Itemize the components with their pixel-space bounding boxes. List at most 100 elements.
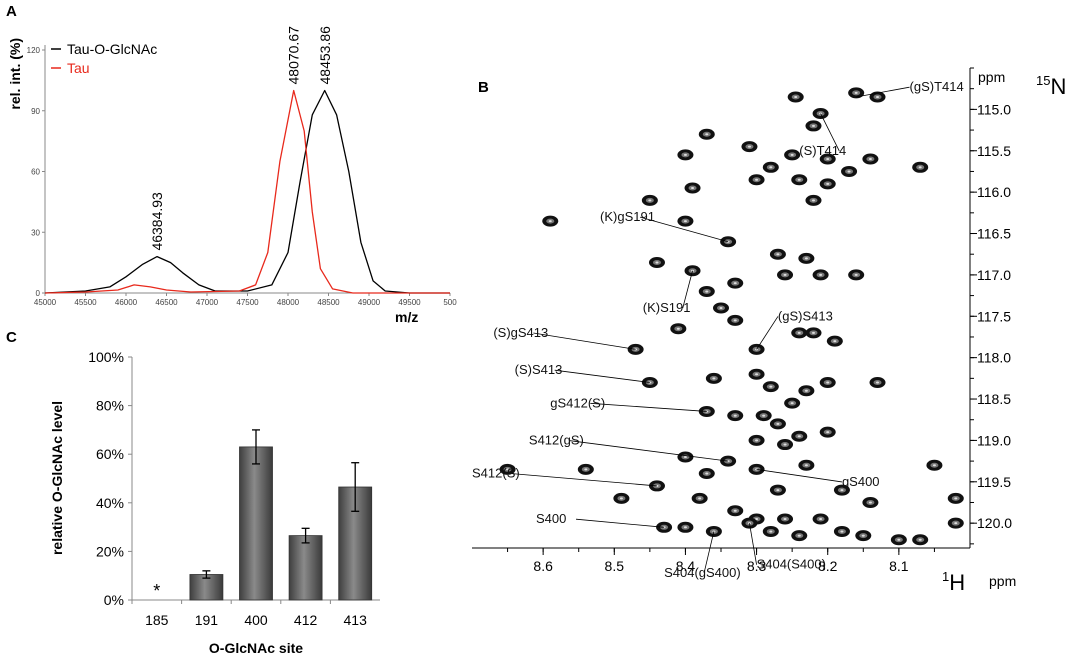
panel-c-bar-chart: C 0% 20% 40% 60% 80% 100% 185 191 400 412 413 relat… <box>6 329 380 656</box>
panel-a-legend-label: Tau-O-GlcNAc <box>67 41 157 57</box>
panel-c-y-tick-label: 60% <box>96 446 124 462</box>
panel-b-annotation-label: (K)gS191 <box>600 209 655 224</box>
panel-b-peak-center <box>833 340 837 343</box>
panel-b-xlabel: 1H <box>942 569 965 595</box>
panel-a-peak-label: 46384.93 <box>149 192 165 251</box>
panel-b-peak-center <box>794 95 798 98</box>
panel-b-peak-center <box>804 257 808 260</box>
panel-c-x-tick-label: 191 <box>195 612 219 628</box>
panel-b-annotations: (gS)T414 (S)T414 (K)gS191 (K)S191 (gS)S413 (S… <box>472 79 964 580</box>
panel-b-annotation-leader <box>856 86 910 98</box>
panel-b-annotation-label: (gS)S413 <box>778 308 833 323</box>
panel-b-annotation-leader <box>533 332 636 350</box>
panel-c-x-tick-label: 412 <box>294 612 318 628</box>
panel-c-label: C <box>6 329 17 346</box>
panel-c-bar <box>239 446 273 601</box>
panel-b-peak-center <box>755 439 759 442</box>
panel-b-peak-center <box>676 327 680 330</box>
panel-b-peak-center <box>683 455 687 458</box>
panel-a-mass-spectrum: A rel. int. (%) m/z 0 30 60 90 120 45000 45500… <box>6 3 457 325</box>
panel-a-xlabel: m/z <box>395 309 418 325</box>
panel-b-peak-center <box>733 282 737 285</box>
panel-b-x-tick-label: 8.4 <box>676 558 696 574</box>
panel-b-annotation-leader <box>756 316 779 350</box>
panel-a-y-tick-label: 0 <box>36 289 41 298</box>
panel-b-annotation-leader <box>703 531 715 574</box>
panel-b-peak-center <box>897 538 901 541</box>
panel-b-peak-center <box>691 187 695 189</box>
panel-b-ylabel: 15N <box>1036 73 1066 99</box>
panel-b-y-tick-label: 118.5 <box>977 391 1011 407</box>
panel-b-peak-center <box>868 501 872 504</box>
panel-a-series-line-0 <box>44 89 450 294</box>
panel-b-peak-center <box>619 497 623 500</box>
panel-c-bar <box>189 574 224 601</box>
panel-b-x-tick-label: 8.1 <box>889 558 909 574</box>
panel-a-x-tick-label: 48500 <box>317 298 340 307</box>
panel-a-peak-labels: 46384.93 48070.67 48453.86 <box>149 26 333 251</box>
panel-a-x-tick-label: 47000 <box>196 298 219 307</box>
panel-b-y-unit: ppm <box>978 69 1005 85</box>
panel-a-x-tick-label: 49000 <box>358 298 381 307</box>
panel-b-peak-center <box>755 373 759 376</box>
panel-b-peak-center <box>797 435 801 438</box>
panel-c-y-tick-label: 0% <box>104 592 124 608</box>
panel-b-label: B <box>478 79 489 96</box>
panel-b-peak-center <box>776 489 780 492</box>
panel-b-annotation-leader <box>590 402 707 412</box>
panel-b-peak-center <box>790 402 794 405</box>
panel-b-y-tick-label: 115.0 <box>977 101 1011 117</box>
panel-b-annotation-leader <box>554 369 650 383</box>
panel-b-peak-center <box>747 145 751 148</box>
panel-c-y-tick-label: 20% <box>96 543 124 559</box>
panel-b-peak-center <box>826 158 830 161</box>
panel-b-peak-center <box>655 261 659 264</box>
panel-b-peak-center <box>683 220 687 223</box>
panel-c-bar <box>288 535 323 601</box>
panel-a-x-tick-label: 45000 <box>34 298 57 307</box>
panel-c-x-tick-label: 413 <box>344 612 368 628</box>
panel-b-peak-center <box>683 153 687 156</box>
panel-c-missing-marker: * <box>153 581 160 601</box>
panel-b-peak-center <box>719 307 723 309</box>
panel-b-peak-center <box>826 381 830 384</box>
panel-a-x-tick-label: 46500 <box>155 298 178 307</box>
panel-b-peak-center <box>506 468 510 471</box>
panel-b-peak-center <box>876 95 880 98</box>
panel-b-peak-center <box>769 385 773 388</box>
panel-a-x-tick-label: 49500 <box>398 298 421 307</box>
panel-b-peak-center <box>783 518 787 521</box>
panel-b-peak-center <box>954 497 958 500</box>
panel-b-peak-center <box>733 414 737 417</box>
panel-b-peak-center <box>648 199 652 202</box>
panel-b-peak-center <box>790 153 794 156</box>
panel-b-peak-center <box>918 538 922 541</box>
panel-b-peak-center <box>683 526 687 529</box>
panel-a-x-tick-label: 47500 <box>236 298 259 307</box>
panel-b-y-tick-label: 116.0 <box>977 184 1011 200</box>
panel-c-y-tick-label: 80% <box>96 398 124 414</box>
panel-b-annotation-label: gS400 <box>842 474 880 489</box>
panel-b-peak-center <box>776 253 780 256</box>
panel-b-peak-center <box>584 468 588 471</box>
panel-c-x-tick-label: 400 <box>244 612 268 628</box>
panel-b-y-tick-label: 117.5 <box>977 308 1011 324</box>
panel-c-bars: * <box>153 429 373 601</box>
panel-b-peak-center <box>733 509 737 512</box>
panel-a-x-tick-label: 45500 <box>74 298 97 307</box>
panel-b-y-tick-label: 120.0 <box>977 515 1012 531</box>
panel-b-peak-center <box>797 178 801 181</box>
panel-b-peak-center <box>769 530 773 533</box>
panel-b-peak-center <box>826 431 830 434</box>
panel-b-peak-center <box>783 443 787 446</box>
panel-b-annotation-leader <box>682 270 693 309</box>
panel-c-x-tick-label: 185 <box>145 612 169 628</box>
panel-b-x-tick-label: 8.3 <box>747 558 767 574</box>
panel-b-annotation-leader <box>756 468 843 483</box>
panel-b-y-tick-label: 118.0 <box>977 350 1011 366</box>
panel-c-y-tick-label: 40% <box>96 495 124 511</box>
panel-b-peak-center <box>797 331 801 334</box>
panel-b-peak-center <box>854 91 858 94</box>
panel-b-annotation-label: S404(S400) <box>757 557 826 572</box>
panel-a-y-tick-label: 60 <box>31 168 40 177</box>
